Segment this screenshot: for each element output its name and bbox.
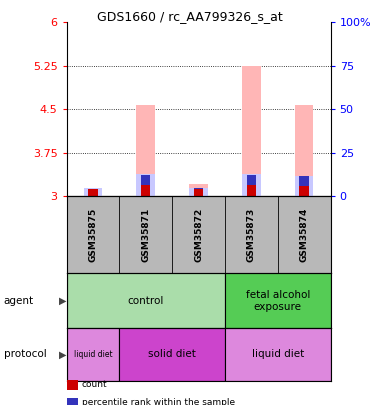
Text: ▶: ▶ xyxy=(59,350,66,359)
Bar xyxy=(84,188,102,196)
Text: GSM35872: GSM35872 xyxy=(194,208,203,262)
Text: control: control xyxy=(128,296,164,306)
Bar xyxy=(242,175,261,196)
Bar xyxy=(242,66,261,196)
Bar xyxy=(189,183,208,196)
Text: liquid diet: liquid diet xyxy=(252,350,304,359)
Bar xyxy=(295,105,314,196)
Bar xyxy=(88,190,98,196)
Bar xyxy=(247,175,256,185)
Bar xyxy=(299,177,309,186)
Bar xyxy=(136,175,155,196)
Text: GSM35875: GSM35875 xyxy=(89,208,97,262)
Bar xyxy=(141,185,150,196)
Text: percentile rank within the sample: percentile rank within the sample xyxy=(82,399,235,405)
Bar xyxy=(194,188,203,196)
Bar xyxy=(66,273,225,328)
Text: GSM35871: GSM35871 xyxy=(141,208,150,262)
Bar xyxy=(189,188,208,196)
Bar xyxy=(141,175,150,185)
Bar xyxy=(66,328,119,381)
Text: protocol: protocol xyxy=(4,350,46,359)
Text: GSM35873: GSM35873 xyxy=(247,208,256,262)
Bar xyxy=(225,273,331,328)
Bar xyxy=(88,189,98,190)
Text: GDS1660 / rc_AA799326_s_at: GDS1660 / rc_AA799326_s_at xyxy=(97,10,283,23)
Bar xyxy=(84,188,102,196)
Text: agent: agent xyxy=(4,296,34,306)
Text: ▶: ▶ xyxy=(59,296,66,306)
Bar xyxy=(119,328,225,381)
Bar xyxy=(136,105,155,196)
Text: liquid diet: liquid diet xyxy=(74,350,112,359)
Bar xyxy=(225,328,331,381)
Text: count: count xyxy=(82,380,107,389)
Text: solid diet: solid diet xyxy=(148,350,196,359)
Text: GSM35874: GSM35874 xyxy=(300,208,309,262)
Bar xyxy=(247,185,256,196)
Bar xyxy=(299,186,309,196)
Bar xyxy=(295,176,314,196)
Text: fetal alcohol
exposure: fetal alcohol exposure xyxy=(245,290,310,311)
